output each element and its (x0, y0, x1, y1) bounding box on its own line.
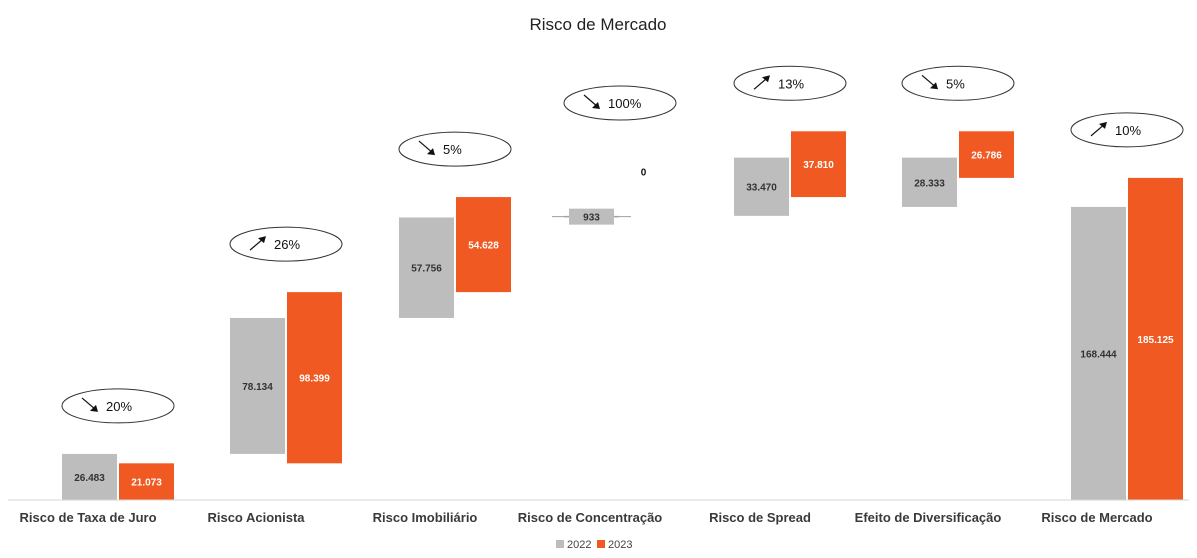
bars-layer: 26.483 21.073 78.134 98.399 57.756 54.628 933 0… (62, 131, 1183, 500)
category-labels: Risco de Taxa de Juro Risco Acionista Risc… (19, 510, 1152, 525)
bar-2022-6 (1071, 206, 1126, 500)
bar-2022-5 (902, 157, 957, 207)
change-ellipse (1070, 112, 1184, 148)
change-ellipse (563, 85, 677, 121)
bar-2022-1 (230, 317, 285, 454)
data-label-2022-3: 933 (583, 213, 600, 224)
data-label-2022-6: 168.444 (1080, 349, 1117, 360)
bar-2023-2 (456, 197, 511, 293)
bar-label-box-2022-3 (569, 208, 614, 225)
data-label-2023-1: 98.399 (299, 374, 330, 385)
change-ellipse (901, 65, 1015, 101)
change-ellipse (61, 388, 175, 424)
bar-2023-0 (119, 463, 174, 500)
change-percent: 5% (443, 142, 462, 157)
data-label-2022-5: 28.333 (914, 178, 945, 189)
legend-label-2022: 2022 (567, 539, 591, 551)
category-label-4: Risco de Spread (709, 510, 811, 525)
change-bubble-1: 26% (229, 226, 343, 262)
bar-2023-1 (287, 292, 342, 464)
change-percent: 5% (946, 76, 965, 91)
legend-swatch-2023 (597, 540, 605, 548)
change-percent: 13% (778, 76, 804, 91)
legend-swatch-2022 (556, 540, 564, 548)
data-label-2023-3: 0 (641, 167, 647, 178)
change-ellipse (229, 226, 343, 262)
bar-2022-0 (62, 453, 117, 500)
change-bubble-5: 5% (901, 65, 1015, 101)
change-bubbles-layer: 20% 26% 5% 100% 13% 5% 10% (61, 65, 1184, 424)
change-bubble-4: 13% (733, 65, 847, 101)
arrow-down-right-icon (583, 94, 600, 109)
data-label-2022-4: 33.470 (746, 183, 777, 194)
change-ellipse (733, 65, 847, 101)
bar-2023-6 (1128, 177, 1183, 500)
bar-2023-4 (791, 131, 846, 198)
arrow-up-right-icon (753, 75, 770, 90)
data-label-2022-0: 26.483 (74, 473, 105, 484)
arrow-down-right-icon (418, 140, 435, 156)
data-label-2023-0: 21.073 (131, 478, 162, 489)
bar-2022-4 (734, 157, 789, 216)
change-bubble-6: 10% (1070, 112, 1184, 148)
data-label-2022-1: 78.134 (242, 382, 273, 393)
category-label-1: Risco Acionista (207, 510, 305, 525)
data-label-2023-5: 26.786 (971, 151, 1002, 162)
chart-title: Risco de Mercado (529, 15, 666, 34)
legend-label-2023: 2023 (608, 539, 632, 551)
arrow-down-right-icon (921, 74, 938, 90)
bar-2023-5 (959, 131, 1014, 178)
change-percent: 10% (1115, 123, 1141, 138)
change-bubble-0: 20% (61, 388, 175, 424)
data-label-2022-2: 57.756 (411, 264, 442, 275)
change-bubble-3: 100% (563, 85, 677, 121)
data-label-2023-4: 37.810 (803, 160, 834, 171)
arrow-up-right-icon (249, 236, 266, 251)
legend: 2022 2023 (556, 539, 632, 551)
category-label-5: Efeito de Diversificação (855, 510, 1002, 525)
category-label-0: Risco de Taxa de Juro (19, 510, 156, 525)
arrow-down-right-icon (81, 397, 98, 412)
bar-2022-2 (399, 217, 454, 318)
change-percent: 20% (106, 399, 132, 414)
change-percent: 26% (274, 237, 300, 252)
change-bubble-2: 5% (398, 131, 512, 167)
category-label-2: Risco Imobiliário (373, 510, 478, 525)
arrow-up-right-icon (1090, 121, 1107, 137)
data-label-2023-6: 185.125 (1137, 335, 1174, 346)
data-label-2023-2: 54.628 (468, 241, 499, 252)
category-label-6: Risco de Mercado (1041, 510, 1152, 525)
change-percent: 100% (608, 96, 642, 111)
category-label-3: Risco de Concentração (518, 510, 663, 525)
change-ellipse (398, 131, 512, 167)
